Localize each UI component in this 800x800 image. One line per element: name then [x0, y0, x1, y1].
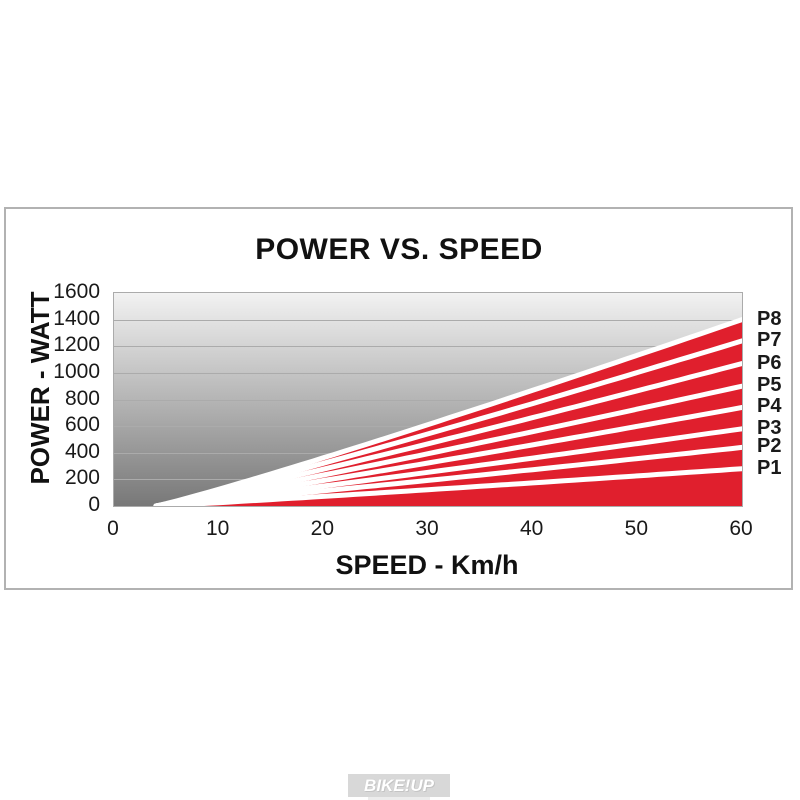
y-tick-1600: 1600 [53, 280, 100, 303]
curve-p1 [153, 466, 742, 506]
curve-p4 [153, 405, 742, 506]
y-tick-800: 800 [64, 386, 100, 410]
area-p1 [155, 468, 742, 506]
bikeup-watermark: BIKE!UP [348, 774, 450, 797]
y-tick-400: 400 [64, 439, 100, 463]
series-label-p1: P1 [757, 456, 782, 479]
x-tick-30: 30 [415, 517, 439, 540]
series-label-p2: P2 [757, 435, 782, 458]
curve-p8 [153, 317, 742, 506]
y-tick-1000: 1000 [53, 359, 100, 383]
x-tick-50: 50 [624, 517, 648, 540]
bikeup-watermark-reflection [368, 797, 430, 800]
x-axis-title: SPEED - Km/h [335, 550, 519, 580]
bikeup-watermark-text: BIKE!UP [364, 775, 434, 795]
x-tick-10: 10 [205, 517, 230, 540]
gridline-1000 [114, 372, 742, 374]
curve-p7 [153, 338, 742, 506]
series-label-p6: P6 [757, 351, 782, 374]
curve-p3 [153, 426, 742, 506]
series-label-p4: P4 [757, 395, 782, 418]
x-tick-40: 40 [519, 517, 544, 540]
series-label-p7: P7 [757, 328, 782, 351]
x-tick-20: 20 [310, 517, 334, 540]
curve-p5 [153, 383, 742, 506]
y-tick-600: 600 [64, 413, 100, 437]
x-tick-60: 60 [729, 517, 753, 540]
y-tick-0: 0 [88, 493, 100, 516]
gridline-1200 [114, 346, 742, 348]
plot-area [113, 292, 743, 507]
y-tick-200: 200 [64, 466, 100, 490]
x-tick-0: 0 [107, 517, 119, 540]
y-tick-1400: 1400 [53, 306, 100, 330]
gridline-800 [114, 399, 742, 401]
chart-title: POWER VS. SPEED [255, 233, 543, 266]
gridline-1400 [114, 319, 742, 321]
y-tick-1200: 1200 [53, 333, 100, 357]
series-label-p5: P5 [757, 374, 782, 397]
series-label-p3: P3 [757, 416, 782, 439]
series-label-p8: P8 [757, 307, 782, 330]
curve-p6 [153, 361, 742, 506]
power-curves-fan [153, 317, 742, 506]
curve-p2 [153, 444, 742, 506]
